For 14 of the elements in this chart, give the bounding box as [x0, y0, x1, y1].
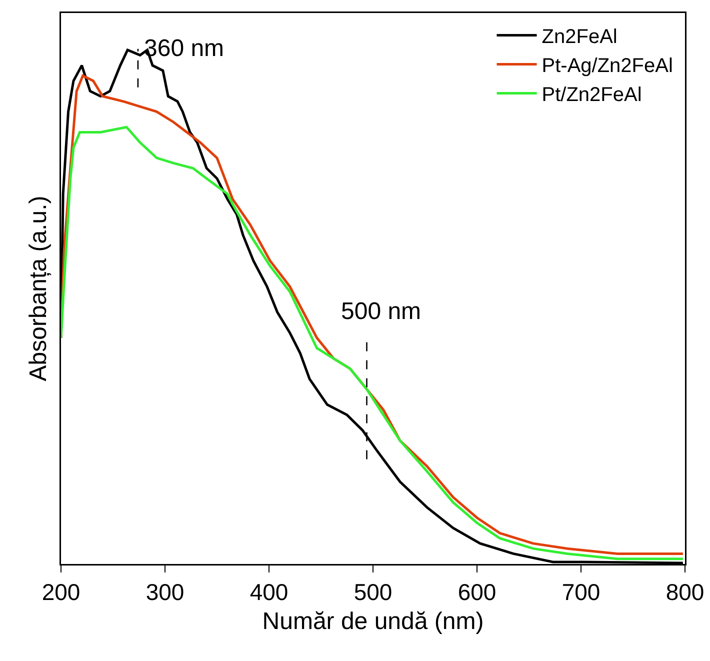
x-tick-label: 200	[42, 579, 80, 606]
x-tick-label: 500	[354, 579, 392, 606]
ref-line-label: 360 nm	[144, 35, 224, 62]
legend-label: Pt/Zn2FeAl	[542, 84, 642, 106]
x-tick-label: 700	[562, 579, 600, 606]
x-tick-label: 800	[666, 579, 704, 606]
x-tick-label: 600	[458, 579, 496, 606]
y-axis-title: Absorbanța (a.u.)	[24, 196, 52, 382]
legend-label: Pt-Ag/Zn2FeAl	[542, 55, 673, 78]
ref-line-label: 500 nm	[341, 298, 422, 325]
legend-label: Zn2FeAl	[542, 26, 618, 48]
x-tick-label: 400	[250, 579, 288, 606]
x-tick-label: 300	[146, 579, 184, 606]
x-axis-title: Număr de undă (nm)	[262, 608, 484, 636]
